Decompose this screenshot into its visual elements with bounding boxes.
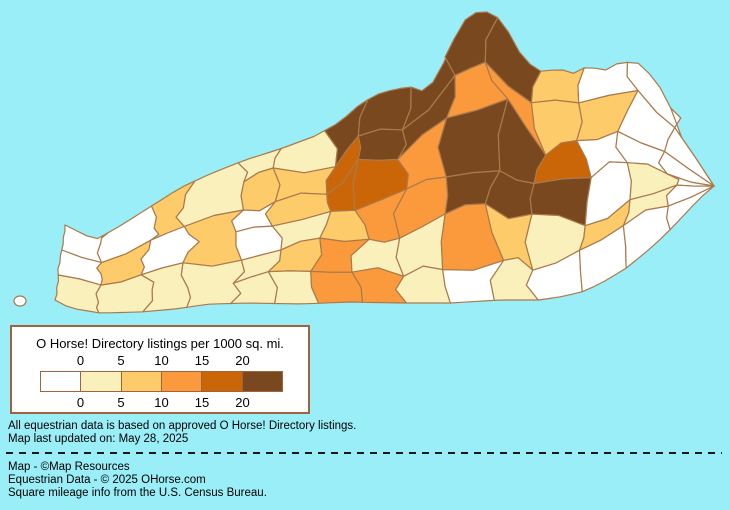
footer-census-credit: Square mileage info from the U.S. Census… [8,487,267,499]
county [272,130,338,174]
legend-tick-label: 10 [154,353,169,368]
county [310,270,364,304]
dashed-divider [6,452,722,454]
legend-tick-label: 10 [154,395,169,410]
county [489,257,539,301]
county [622,205,671,269]
legend-tick-label: 20 [235,353,250,368]
legend-segment [41,372,81,391]
legend-segment [80,372,121,391]
kentucky-bend-island [13,295,27,307]
county [395,265,451,304]
county [357,128,407,161]
county [666,185,715,231]
legend-tick-label: 5 [117,395,125,410]
county [530,67,585,104]
legend-color-bar [40,371,283,392]
legend-segment [120,372,161,391]
county [351,267,408,304]
legend-tick-label: 15 [194,353,210,368]
legend-segment [201,372,242,391]
legend-segment [241,372,282,391]
county [578,225,627,293]
legend-segment [160,372,202,391]
legend: O Horse! Directory listings per 1000 sq.… [10,325,310,414]
footer-data-credit: Equestrian Data - © 2025 OHorse.com [8,474,206,486]
footer-map-credit: Map - ©Map Resources [8,461,130,473]
footer-data-note: All equestrian data is based on approved… [8,420,357,432]
legend-tick-label: 5 [117,353,125,368]
county [442,259,505,304]
legend-ticks-top: 0 5 10 15 20 [12,353,308,368]
legend-tick-label: 15 [194,395,210,410]
legend-tick-label: 0 [76,353,85,368]
legend-ticks-bottom: 0 5 10 15 20 [12,395,308,410]
county [267,270,320,305]
footer-updated-note: Map last updated on: May 28, 2025 [8,433,189,445]
legend-title: O Horse! Directory listings per 1000 sq.… [36,336,284,351]
legend-tick-label: 20 [235,395,250,410]
county [525,249,583,301]
county [230,271,278,305]
legend-tick-label: 0 [76,395,85,410]
